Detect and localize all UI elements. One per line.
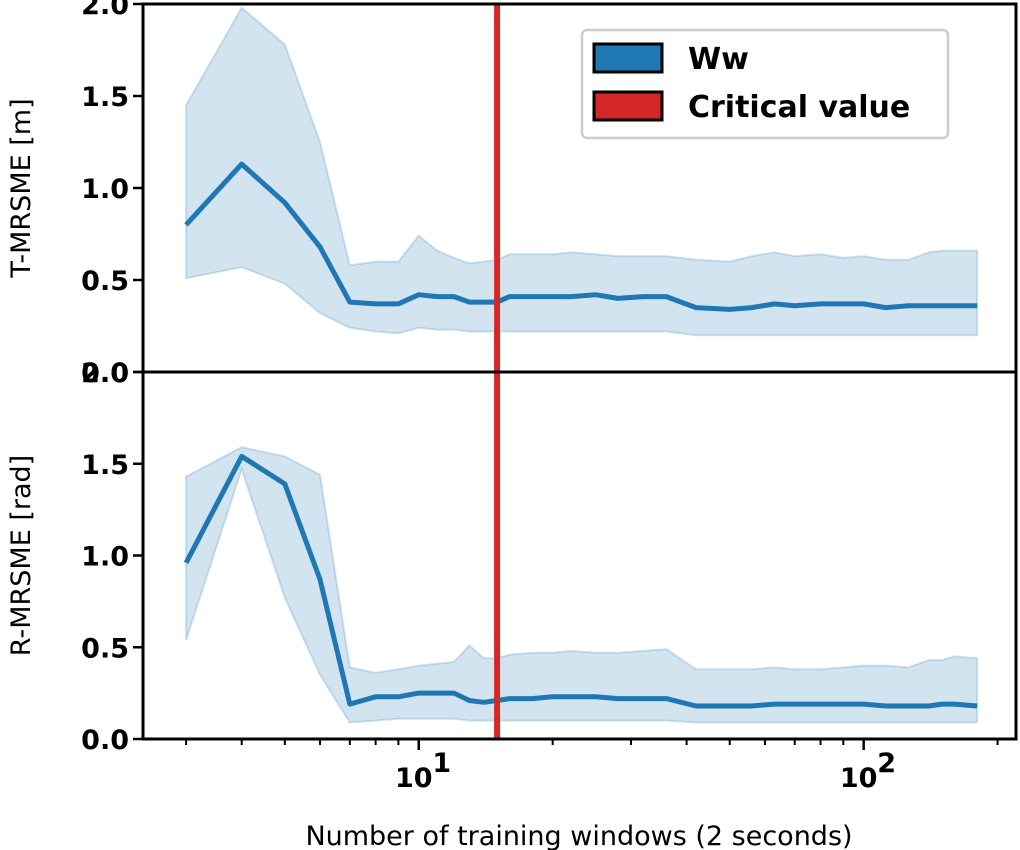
data-point xyxy=(593,292,598,297)
y-tick-label: 1.5 xyxy=(81,450,129,481)
legend-swatch xyxy=(592,42,664,74)
data-point xyxy=(435,691,440,696)
data-point xyxy=(641,696,646,701)
data-point xyxy=(906,303,911,308)
data-point xyxy=(792,702,797,707)
data-point xyxy=(347,300,352,305)
y-axis-label: R-MRSME [rad] xyxy=(6,455,37,656)
data-point xyxy=(792,303,797,308)
data-point xyxy=(926,704,931,709)
data-point xyxy=(906,704,911,709)
data-point xyxy=(416,292,421,297)
data-point xyxy=(507,696,512,701)
data-point xyxy=(772,301,777,306)
data-point xyxy=(452,691,457,696)
legend-swatch xyxy=(592,90,664,122)
x-tick-exponent: 1 xyxy=(432,748,451,779)
data-point xyxy=(975,303,980,308)
data-point xyxy=(861,301,866,306)
data-point xyxy=(641,294,646,299)
data-point xyxy=(239,454,244,459)
data-point xyxy=(467,300,472,305)
data-point xyxy=(481,700,486,705)
y-tick-label: 0.5 xyxy=(81,266,129,297)
data-point xyxy=(530,294,535,299)
data-point xyxy=(184,222,189,227)
data-point xyxy=(841,702,846,707)
data-point xyxy=(550,294,555,299)
data-point xyxy=(507,294,512,299)
data-point xyxy=(727,307,732,312)
data-point xyxy=(841,301,846,306)
data-point xyxy=(530,696,535,701)
series-line-ww xyxy=(183,453,978,709)
data-point xyxy=(593,694,598,699)
legend-label: Critical value xyxy=(688,90,910,125)
data-point xyxy=(615,296,620,301)
y-tick-label: 2.0 xyxy=(81,358,129,389)
x-tick-exponent: 2 xyxy=(877,748,896,779)
confidence-band-ww xyxy=(185,446,979,724)
data-point xyxy=(318,577,323,582)
bottom-panel: 0.00.51.01.52.0R-MRSME [rad]10 1 10 2 xyxy=(6,358,1018,794)
data-point xyxy=(282,200,287,205)
data-point xyxy=(952,303,957,308)
data-point xyxy=(396,301,401,306)
data-point xyxy=(818,301,823,306)
data-point xyxy=(883,305,888,310)
data-point xyxy=(373,301,378,306)
data-point xyxy=(396,694,401,699)
series-line-ww xyxy=(184,161,978,312)
legend-label: Ww xyxy=(688,42,749,77)
data-point xyxy=(772,702,777,707)
y-tick-label: 1.0 xyxy=(81,174,129,205)
data-point xyxy=(569,694,574,699)
x-axis-label: Number of training windows (2 seconds) xyxy=(305,821,852,850)
y-tick-label: 0.5 xyxy=(81,633,129,664)
data-point xyxy=(940,702,945,707)
data-point xyxy=(184,560,189,565)
legend: Ww Critical value xyxy=(580,28,950,140)
y-tick-label: 1.5 xyxy=(81,82,129,113)
x-tick-label: 10 xyxy=(395,763,433,794)
data-point xyxy=(861,702,866,707)
x-tick-label: 10 xyxy=(840,763,878,794)
data-point xyxy=(952,702,957,707)
data-point xyxy=(416,691,421,696)
data-point xyxy=(664,696,669,701)
data-point xyxy=(749,305,754,310)
y-tick-label: 0.0 xyxy=(81,725,129,756)
confidence-band-ww xyxy=(185,6,979,337)
data-point xyxy=(615,696,620,701)
data-point xyxy=(481,300,486,305)
data-point xyxy=(318,244,323,249)
shared-axes: Number of training windows (2 seconds) xyxy=(305,821,852,850)
data-point xyxy=(975,704,980,709)
data-point xyxy=(940,303,945,308)
data-point xyxy=(818,702,823,707)
data-point xyxy=(282,481,287,486)
y-tick-label: 2.0 xyxy=(81,0,129,21)
data-point xyxy=(569,294,574,299)
data-point xyxy=(550,694,555,699)
data-point xyxy=(467,698,472,703)
data-point xyxy=(239,162,244,167)
y-tick-label: 0.0 xyxy=(81,358,129,389)
y-axis-label: T-MRSME [m] xyxy=(6,98,37,278)
data-point xyxy=(694,305,699,310)
top-panel: 0.0 0.5 1.0 1.5 2.0 T-MRSME [m] Ww Critical val… xyxy=(6,0,1018,389)
data-point xyxy=(347,702,352,707)
data-point xyxy=(727,704,732,709)
data-point xyxy=(452,294,457,299)
data-point xyxy=(435,294,440,299)
data-point xyxy=(926,303,931,308)
data-point xyxy=(664,294,669,299)
data-point xyxy=(694,704,699,709)
legend-box xyxy=(580,28,950,140)
data-point xyxy=(883,704,888,709)
data-point xyxy=(749,704,754,709)
data-point xyxy=(373,694,378,699)
y-tick-label: 1.0 xyxy=(81,542,129,573)
